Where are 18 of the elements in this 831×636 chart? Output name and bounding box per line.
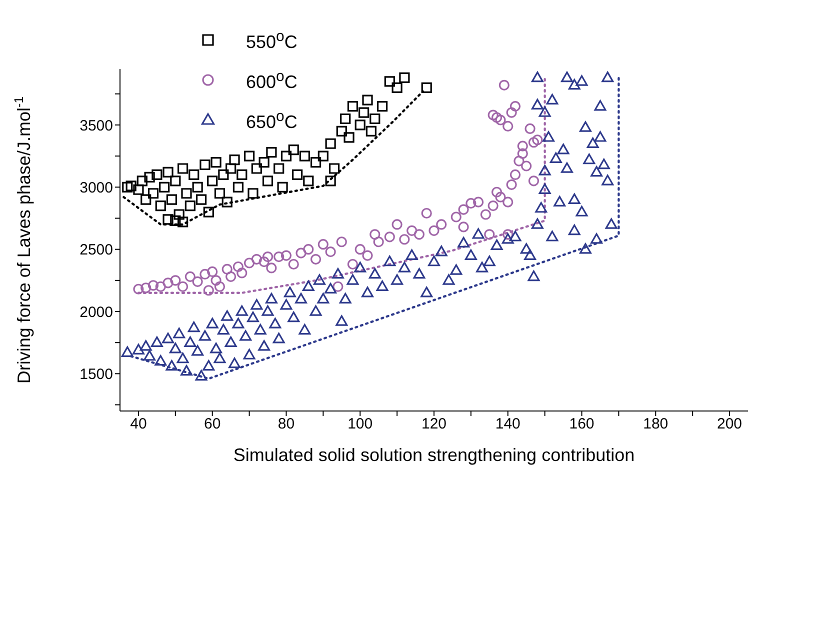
x-tick-label: 80 (278, 416, 295, 433)
y-tick-label: 1500 (80, 366, 113, 384)
x-tick-label: 100 (348, 416, 373, 433)
x-tick-label: 40 (130, 416, 147, 433)
x-tick-label: 180 (643, 416, 668, 433)
y-tick-label: 2500 (80, 242, 113, 259)
x-tick-label: 160 (569, 416, 594, 433)
legend-label: 550$^{o}$C (246, 28, 298, 52)
x-tick-label: 200 (717, 416, 742, 433)
y-tick-label: 3000 (80, 179, 113, 196)
x-axis-title: Simulated solid solution strengthening contribution (233, 445, 635, 465)
y-tick-label: 3500 (80, 117, 113, 134)
legend-label: 600$^{o}$C (246, 68, 298, 92)
x-tick-label: 120 (421, 416, 447, 433)
x-tick-label: 60 (204, 416, 221, 433)
x-tick-label: 140 (495, 416, 520, 433)
legend-label: 650$^{o}$C (246, 108, 298, 132)
y-tick-label: 2000 (80, 304, 113, 321)
